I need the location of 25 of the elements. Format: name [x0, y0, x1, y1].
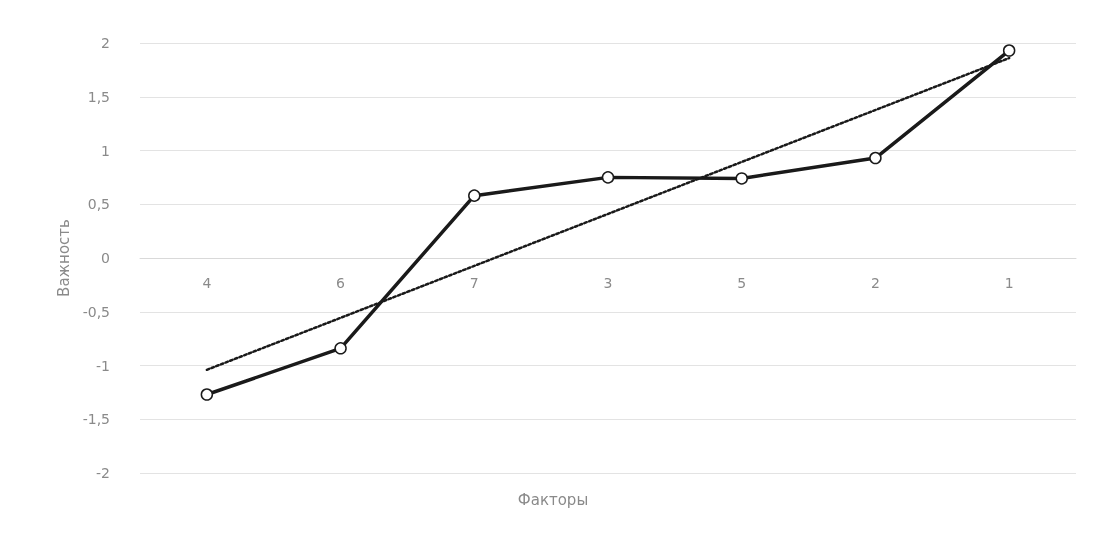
point [334, 342, 347, 355]
point [468, 189, 481, 202]
y-tick-label: 0,5 [87, 196, 110, 213]
y-tick-label: 1,5 [87, 88, 110, 105]
y-tick-label: -1 [96, 357, 110, 374]
x-tick-label: 5 [737, 275, 747, 291]
x-tick-label: 6 [336, 275, 346, 291]
point [601, 171, 615, 184]
point [735, 172, 748, 185]
y-tick-label: 2 [101, 35, 110, 51]
point [200, 388, 214, 401]
point [1002, 44, 1016, 57]
x-tick-label: 3 [603, 275, 613, 291]
x-tick-label: 1 [1004, 275, 1014, 291]
x-tick-label: 4 [202, 275, 212, 291]
y-tick-label: 1 [101, 142, 110, 159]
y-tick-label: -0,5 [82, 303, 110, 320]
y-tick-label: 0 [101, 250, 110, 266]
x-axis-title: Факторы [517, 490, 589, 509]
point [869, 151, 882, 165]
x-tick-label: 7 [469, 275, 479, 291]
y-tick-label: -1,5 [82, 411, 110, 428]
y-axis-title: Важность [55, 219, 74, 297]
y-tick-label: -2 [96, 465, 110, 481]
x-tick-label: 2 [870, 275, 880, 291]
